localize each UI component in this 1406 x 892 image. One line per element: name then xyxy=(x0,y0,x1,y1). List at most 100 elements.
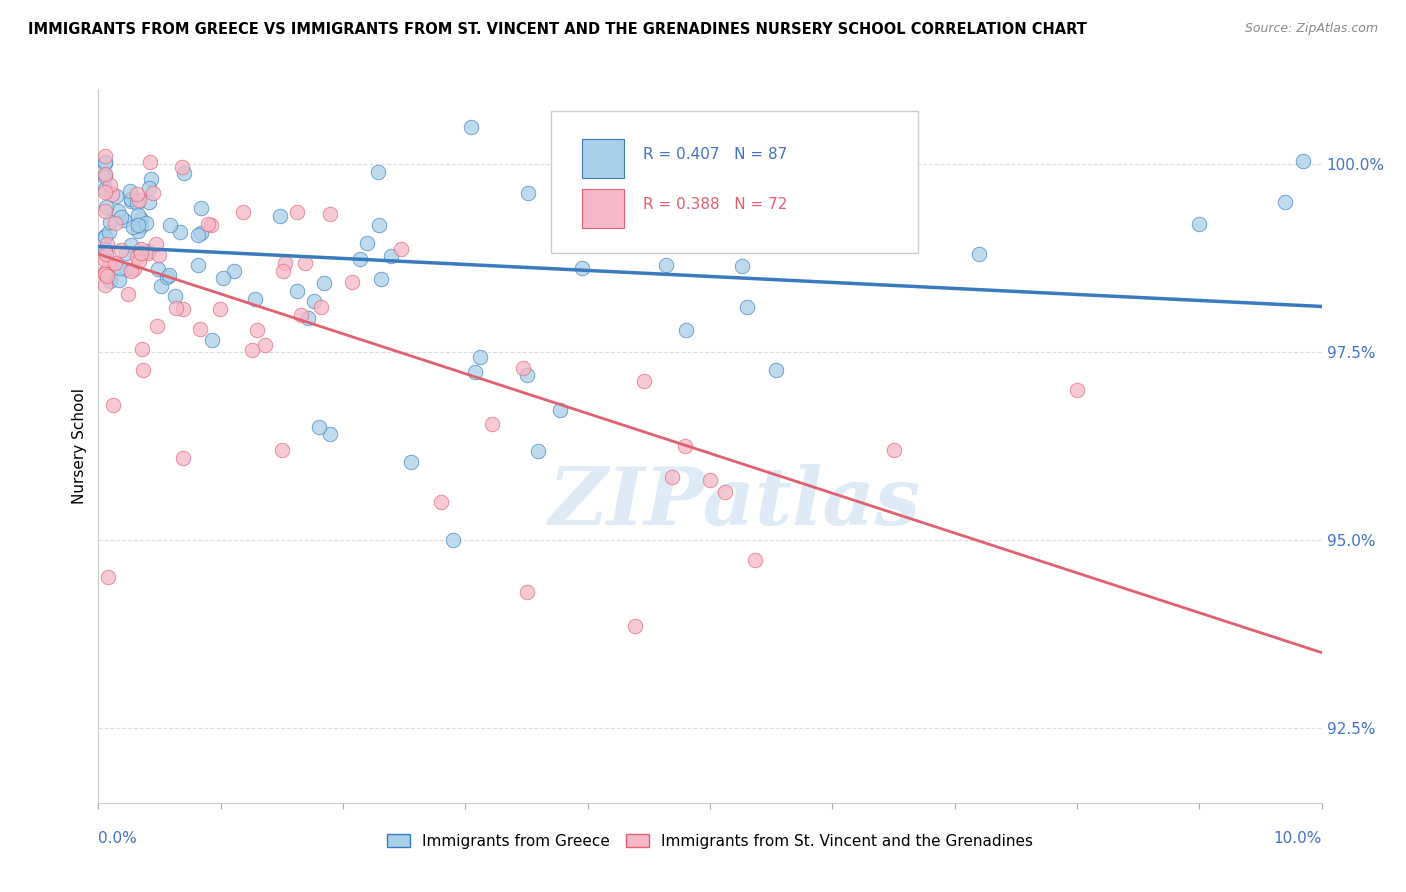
Point xyxy=(125,196,148,211)
FancyBboxPatch shape xyxy=(582,139,624,178)
Point xyxy=(93,156,115,170)
Point xyxy=(967,247,990,261)
Point xyxy=(318,206,340,220)
Point xyxy=(172,451,194,466)
Point xyxy=(136,246,159,260)
Point xyxy=(120,194,142,209)
Point xyxy=(516,368,538,382)
Text: ZIPatlas: ZIPatlas xyxy=(548,465,921,541)
Point xyxy=(285,205,308,219)
Point xyxy=(512,361,534,376)
Point xyxy=(96,247,118,261)
Text: IMMIGRANTS FROM GREECE VS IMMIGRANTS FROM ST. VINCENT AND THE GRENADINES NURSERY: IMMIGRANTS FROM GREECE VS IMMIGRANTS FRO… xyxy=(28,22,1087,37)
Point xyxy=(731,259,754,273)
Point xyxy=(145,236,167,251)
Point xyxy=(367,165,389,179)
Point xyxy=(464,365,486,379)
Point xyxy=(120,238,142,252)
Text: R = 0.407   N = 87: R = 0.407 N = 87 xyxy=(643,147,787,162)
Point xyxy=(232,205,254,219)
Point xyxy=(138,181,160,195)
Legend: Immigrants from Greece, Immigrants from St. Vincent and the Grenadines: Immigrants from Greece, Immigrants from … xyxy=(387,834,1033,848)
Point xyxy=(127,218,149,232)
Y-axis label: Nursery School: Nursery School xyxy=(72,388,87,504)
Point xyxy=(765,363,787,377)
Point xyxy=(314,277,336,291)
Point xyxy=(380,249,402,263)
Point xyxy=(110,210,132,224)
Point xyxy=(274,256,297,270)
Point xyxy=(290,308,312,322)
Point xyxy=(100,215,122,229)
Point xyxy=(93,278,115,293)
Point xyxy=(159,268,181,283)
Point xyxy=(139,154,162,169)
Point xyxy=(169,225,191,239)
Point xyxy=(94,185,117,199)
Point xyxy=(156,269,179,284)
Point xyxy=(128,193,150,207)
Point xyxy=(105,189,128,203)
Point xyxy=(254,337,277,351)
Point xyxy=(673,439,696,453)
Point xyxy=(1274,194,1296,209)
Point xyxy=(132,363,155,377)
Point xyxy=(200,218,222,232)
Point xyxy=(744,552,766,566)
Point xyxy=(246,322,269,336)
FancyBboxPatch shape xyxy=(582,189,624,228)
Point xyxy=(122,219,145,234)
Point xyxy=(93,267,115,281)
Point xyxy=(172,301,194,316)
Point xyxy=(240,343,263,358)
Point xyxy=(441,533,464,547)
Point xyxy=(212,271,235,285)
Point xyxy=(516,585,538,599)
Point xyxy=(243,292,266,306)
Point xyxy=(481,417,503,431)
Point xyxy=(93,267,115,281)
Point xyxy=(122,261,145,276)
Point xyxy=(129,219,152,233)
Point xyxy=(93,242,115,256)
Point xyxy=(115,261,138,276)
Point xyxy=(96,236,118,251)
Point xyxy=(222,264,245,278)
Point xyxy=(883,442,905,457)
Point xyxy=(127,224,149,238)
Point xyxy=(93,167,115,181)
Point xyxy=(117,287,139,301)
Point xyxy=(285,284,308,298)
Point xyxy=(165,301,187,315)
Point xyxy=(190,226,212,240)
Text: R = 0.388   N = 72: R = 0.388 N = 72 xyxy=(643,197,787,212)
Point xyxy=(93,149,115,163)
Point xyxy=(201,333,224,347)
Point xyxy=(93,253,115,268)
Point xyxy=(209,301,232,316)
Text: 0.0%: 0.0% xyxy=(98,831,138,847)
Point xyxy=(94,201,117,215)
Point xyxy=(125,250,148,264)
Point xyxy=(108,261,131,276)
Point xyxy=(112,213,135,227)
Point xyxy=(302,293,325,308)
Point xyxy=(1066,383,1088,397)
Point xyxy=(120,192,142,206)
Point xyxy=(97,570,120,584)
Point xyxy=(188,322,211,336)
Point xyxy=(661,470,683,484)
Point xyxy=(340,275,363,289)
Point xyxy=(93,204,115,219)
Text: 10.0%: 10.0% xyxy=(1274,831,1322,847)
Point xyxy=(460,120,482,134)
Point xyxy=(104,256,127,270)
Point xyxy=(173,166,195,180)
Point xyxy=(389,243,412,257)
Point xyxy=(271,264,294,278)
Point xyxy=(98,178,121,193)
Point xyxy=(135,216,157,230)
Point xyxy=(297,311,319,326)
Point xyxy=(148,248,170,262)
Point xyxy=(148,262,170,277)
